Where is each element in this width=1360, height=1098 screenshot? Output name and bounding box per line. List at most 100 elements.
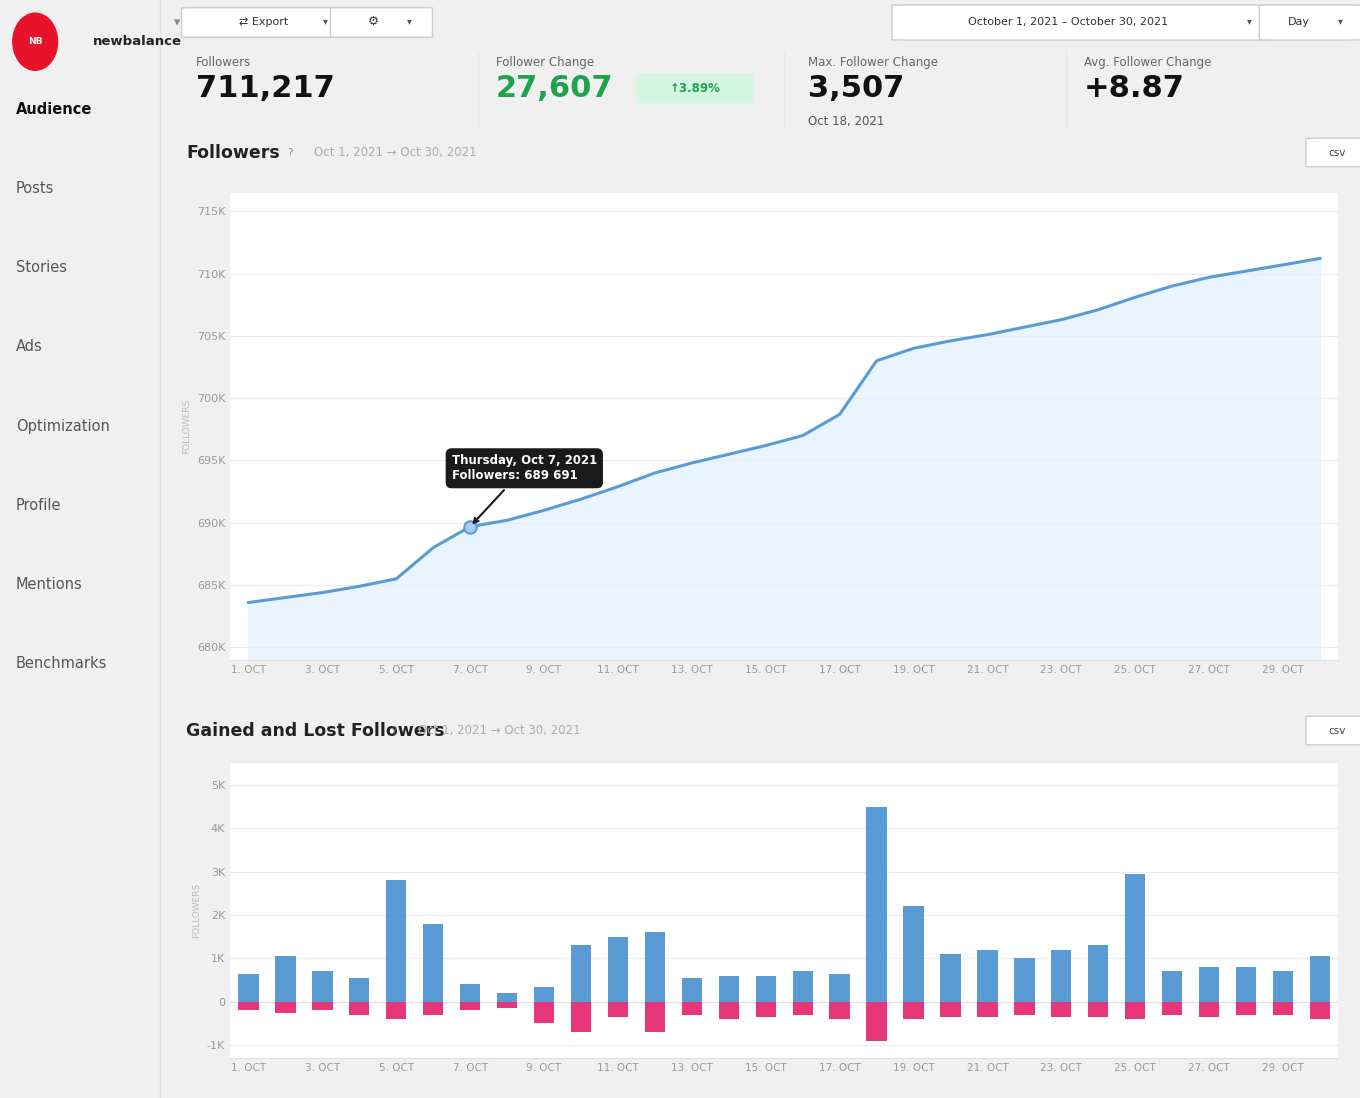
Text: Gained and Lost Followers: Gained and Lost Followers [186,721,445,739]
Bar [681,978,702,1001]
Text: ▾: ▾ [324,16,328,26]
Text: Optimization: Optimization [16,418,110,434]
FancyBboxPatch shape [1259,5,1360,40]
Text: csv: csv [1329,726,1346,736]
Bar [350,1001,370,1015]
Text: Stories: Stories [16,260,67,276]
Text: Followers: Followers [186,144,280,161]
Text: Max. Follower Change: Max. Follower Change [808,56,938,69]
Bar [608,937,628,1001]
Bar [313,972,333,1001]
Bar [534,1001,555,1023]
Bar [1273,972,1293,1001]
Bar [496,993,517,1001]
Bar [1236,1001,1257,1015]
FancyBboxPatch shape [330,8,432,37]
Bar [793,972,813,1001]
Text: newbalance: newbalance [92,35,182,48]
Bar [238,1001,258,1010]
Bar [1273,1001,1293,1015]
Bar [1236,967,1257,1001]
Bar [1051,1001,1072,1017]
Bar [978,1001,998,1017]
Bar [830,1001,850,1019]
Bar [1015,1001,1035,1015]
Bar [571,945,592,1001]
Bar [903,906,923,1001]
Bar [1051,950,1072,1001]
Bar [1200,967,1220,1001]
Bar [1125,874,1145,1001]
Text: 3,507: 3,507 [808,74,904,103]
Text: ⚙: ⚙ [369,15,379,29]
Bar [866,807,887,1001]
FancyBboxPatch shape [182,8,344,37]
Bar [940,954,960,1001]
Bar [275,956,295,1001]
Bar [1161,1001,1182,1015]
Y-axis label: FOLLOWERS: FOLLOWERS [192,883,201,939]
Bar [386,1001,407,1019]
Bar [350,978,370,1001]
Bar [756,976,777,1001]
Text: ⇄ Export: ⇄ Export [238,16,288,26]
Bar [1088,1001,1108,1017]
Bar [1088,945,1108,1001]
Bar [718,976,738,1001]
Text: ▾: ▾ [407,16,412,26]
Bar [866,1001,887,1041]
Bar [571,1001,592,1032]
Bar [681,1001,702,1015]
Text: Thursday, Oct 7, 2021
Followers: 689 691: Thursday, Oct 7, 2021 Followers: 689 691 [452,455,597,523]
Bar [238,974,258,1001]
FancyBboxPatch shape [1306,716,1360,744]
Bar [1015,959,1035,1001]
Bar [275,1001,295,1012]
FancyBboxPatch shape [1306,138,1360,167]
Y-axis label: FOLLOWERS: FOLLOWERS [182,399,192,453]
Text: Day: Day [1288,16,1310,26]
Text: Followers: Followers [196,56,252,69]
Bar [460,1001,480,1010]
Bar [903,1001,923,1019]
Bar [496,1001,517,1008]
Bar [1161,972,1182,1001]
Bar [1125,1001,1145,1019]
Text: +8.87: +8.87 [1084,74,1185,103]
Bar [1310,1001,1330,1019]
Text: Oct 1, 2021 → Oct 30, 2021: Oct 1, 2021 → Oct 30, 2021 [418,724,581,737]
Bar [793,1001,813,1015]
Text: Benchmarks: Benchmarks [16,656,107,671]
Text: Oct 1, 2021 → Oct 30, 2021: Oct 1, 2021 → Oct 30, 2021 [314,146,476,159]
Text: ▾: ▾ [1247,16,1253,26]
Bar [940,1001,960,1017]
Bar [645,932,665,1001]
Ellipse shape [12,13,57,70]
Text: Mentions: Mentions [16,576,83,592]
Text: Ads: Ads [16,339,42,355]
Bar [534,986,555,1001]
Bar [645,1001,665,1032]
Bar [718,1001,738,1019]
Bar [1200,1001,1220,1017]
Text: Oct 18, 2021: Oct 18, 2021 [808,115,884,127]
Bar [460,984,480,1001]
Bar [423,923,443,1001]
Text: Avg. Follower Change: Avg. Follower Change [1084,56,1212,69]
Bar [386,881,407,1001]
Bar [978,950,998,1001]
Text: ↑3.89%: ↑3.89% [669,81,721,94]
Text: ▾: ▾ [1338,16,1344,26]
Bar [1310,956,1330,1001]
Bar [608,1001,628,1017]
FancyBboxPatch shape [636,74,753,103]
Bar [756,1001,777,1017]
Text: 711,217: 711,217 [196,74,335,103]
FancyBboxPatch shape [892,5,1270,40]
Bar [313,1001,333,1010]
Text: ▾: ▾ [174,16,181,29]
Text: Audience: Audience [16,102,92,117]
Text: csv: csv [1329,147,1346,157]
Text: 27,607: 27,607 [496,74,613,103]
Bar [830,974,850,1001]
